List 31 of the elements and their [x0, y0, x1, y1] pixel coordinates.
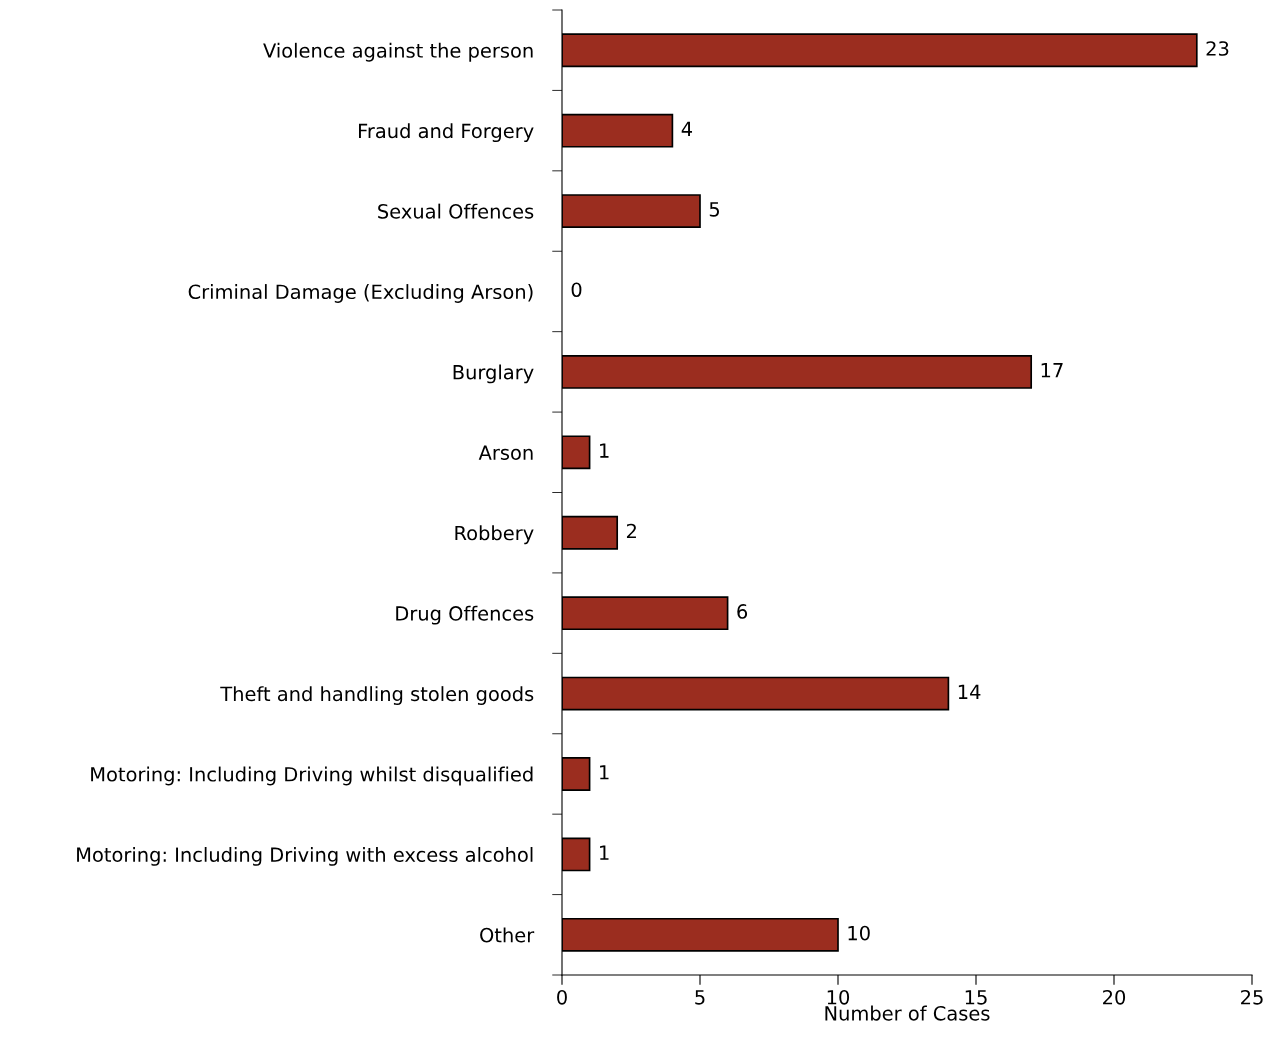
x-axis-title: Number of Cases [825, 1005, 990, 1021]
data-label: 14 [958, 684, 981, 699]
data-label: 1 [600, 845, 609, 860]
y-tick-label: Motoring: Including Driving with excess alcohol [77, 846, 533, 866]
y-tick-label: Other [480, 927, 535, 943]
y-tick-label: Sexual Offences [378, 203, 534, 219]
x-tick-label: 25 [1241, 989, 1263, 1005]
data-label: 23 [1206, 41, 1229, 56]
data-label: 6 [737, 604, 748, 619]
data-label: 1 [600, 443, 609, 458]
x-tick-label: 20 [1103, 989, 1126, 1005]
y-tick-label: Fraud and Forgery [359, 123, 534, 143]
x-tick-label: 10 [827, 989, 850, 1005]
y-tick-label: Arson [478, 445, 533, 460]
x-tick-label: 0 [557, 989, 567, 1005]
y-tick-label: Burglary [453, 364, 534, 384]
y-tick-label: Robbery [455, 525, 534, 545]
y-tick-label: Violence against the person [263, 42, 533, 62]
data-label: 1 [600, 765, 609, 780]
y-tick-label: Drug Offences [396, 605, 534, 625]
data-label: 5 [709, 202, 720, 217]
y-tick-label: Theft and handling stolen goods [220, 686, 534, 705]
y-tick-label: Criminal Damage (Excluding Arson) [188, 284, 533, 303]
data-label: 17 [1041, 363, 1063, 378]
y-tick-label: Motoring: Including Driving whilst disqualified [91, 766, 533, 786]
data-label: 0 [571, 282, 582, 298]
x-tick-label: 15 [965, 990, 987, 1005]
data-label: 10 [848, 925, 870, 941]
data-label: 2 [626, 523, 636, 539]
x-tick-label: 5 [695, 990, 705, 1005]
data-label: 4 [681, 121, 693, 136]
